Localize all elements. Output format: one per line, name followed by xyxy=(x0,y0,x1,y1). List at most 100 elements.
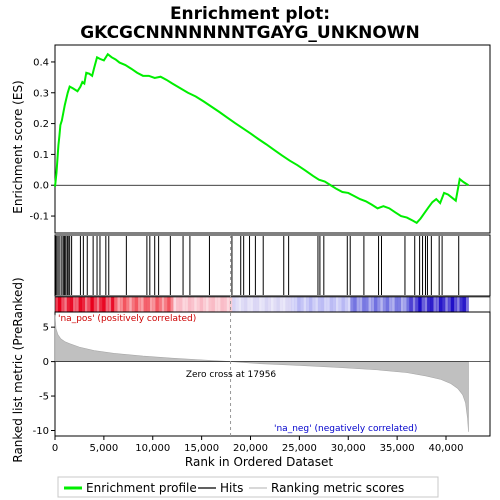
heatmap-cell xyxy=(421,297,425,312)
x-tick-label: 10,000 xyxy=(135,443,170,454)
heatmap-cell xyxy=(459,297,463,312)
heatmap-cell xyxy=(131,297,136,312)
positive-correlation-label: 'na_pos' (positively correlated) xyxy=(58,314,196,324)
enrichment-profile-line xyxy=(54,52,470,225)
heatmap-cell xyxy=(249,297,254,312)
heatmap-cell xyxy=(326,297,331,312)
heatmap-cell xyxy=(403,297,407,312)
heatmap-cell xyxy=(102,297,106,312)
top-plot-area xyxy=(54,44,491,234)
heatmap-cell xyxy=(306,297,310,312)
heatmap-cell xyxy=(255,297,260,312)
heatmap-cell xyxy=(332,297,336,312)
heatmap-cell xyxy=(300,297,304,312)
es-y-tick-label: -0.1 xyxy=(29,212,49,223)
heatmap-cell xyxy=(57,297,62,312)
heatmap-cell xyxy=(117,297,121,312)
heatmap-cell xyxy=(140,297,145,312)
heatmap-cell xyxy=(444,297,449,312)
heatmap-cell xyxy=(264,297,269,312)
heatmap-cell xyxy=(217,297,221,312)
heatmap-cell xyxy=(382,297,387,312)
heatmap-cell xyxy=(311,297,316,312)
heatmap-cell xyxy=(409,297,413,312)
heatmap-cell xyxy=(199,297,204,312)
heatmap-cell xyxy=(273,297,277,312)
heatmap-cell xyxy=(99,297,103,312)
heatmap-cell xyxy=(424,297,428,312)
heatmap-cell xyxy=(297,297,301,312)
heatmap-cell xyxy=(391,297,396,312)
heatmap-cell xyxy=(193,297,198,312)
heatmap-cell xyxy=(338,297,342,312)
x-tick-label: 5,000 xyxy=(90,443,119,454)
heatmap-cell xyxy=(350,297,354,312)
heatmap-cell xyxy=(105,297,109,312)
heatmap-cell xyxy=(232,297,236,312)
x-axis-title: Rank in Ordered Dataset xyxy=(185,455,333,469)
heatmap-cell xyxy=(362,297,366,312)
heatmap-cell xyxy=(456,297,461,312)
legend-label-hits: Hits xyxy=(220,481,243,495)
x-tick-label: 15,000 xyxy=(184,443,219,454)
heatmap-cell xyxy=(400,297,404,312)
ranking-metric-area xyxy=(54,314,469,432)
legend-box xyxy=(57,476,439,498)
ranking-heatmap-bar xyxy=(54,296,491,313)
heatmap-cell xyxy=(205,297,209,312)
heatmap-cell xyxy=(90,297,94,312)
heatmap-cell xyxy=(335,297,339,312)
heatmap-cell xyxy=(433,297,437,312)
heatmap-cell xyxy=(55,297,59,312)
heatmap-cell xyxy=(211,297,215,312)
heatmap-cell xyxy=(161,297,165,312)
metric-y-tick-label: -5 xyxy=(39,392,49,403)
heatmap-cell xyxy=(158,297,162,312)
heatmap-cell xyxy=(84,297,88,312)
heatmap-cell xyxy=(170,297,174,312)
heatmap-cell xyxy=(238,297,242,312)
heatmap-cell xyxy=(229,297,233,312)
heatmap-cell xyxy=(223,297,227,312)
heatmap-cell xyxy=(96,297,100,312)
metric-y-tick-label: 0 xyxy=(43,357,49,368)
heatmap-cell xyxy=(353,297,357,312)
metric-y-tick-label: -10 xyxy=(33,426,49,437)
heatmap-cell xyxy=(220,297,224,312)
heatmap-cell xyxy=(93,297,97,312)
heatmap-cell xyxy=(406,297,410,312)
heatmap-cell xyxy=(137,297,142,312)
x-tick-label: 30,000 xyxy=(331,443,366,454)
heatmap-cell xyxy=(347,297,351,312)
heatmap-cell xyxy=(329,297,334,312)
heatmap-cell xyxy=(226,297,230,312)
heatmap-cell xyxy=(246,297,251,312)
heatmap-cell xyxy=(450,297,455,312)
x-tick-label: 40,000 xyxy=(429,443,464,454)
heatmap-cell xyxy=(376,297,381,312)
heatmap-cell xyxy=(173,297,177,312)
heatmap-cell xyxy=(66,297,71,312)
heatmap-cell xyxy=(418,297,422,312)
heatmap-cell xyxy=(235,297,239,312)
heatmap-cell xyxy=(365,297,369,312)
heatmap-cell xyxy=(427,297,431,312)
heatmap-cell xyxy=(78,297,82,312)
legend: Enrichment profile Hits Ranking metric s… xyxy=(57,476,439,498)
heatmap-cell xyxy=(294,297,298,312)
heatmap-cell xyxy=(164,297,168,312)
es-y-tick-label: 0.1 xyxy=(33,150,49,161)
heatmap-cell xyxy=(309,297,313,312)
hits-panel xyxy=(54,234,491,297)
x-tick-label: 35,000 xyxy=(380,443,415,454)
heatmap-cell xyxy=(125,297,130,312)
heatmap-cell xyxy=(379,297,384,312)
hits-area xyxy=(54,234,491,297)
metric-y-tick-label: 5 xyxy=(43,323,49,334)
heatmap-cell xyxy=(176,297,180,312)
heatmap-cell xyxy=(385,297,390,312)
heatmap-cell xyxy=(267,297,272,312)
heatmap-cell xyxy=(81,297,85,312)
heatmap-cell xyxy=(368,297,372,312)
